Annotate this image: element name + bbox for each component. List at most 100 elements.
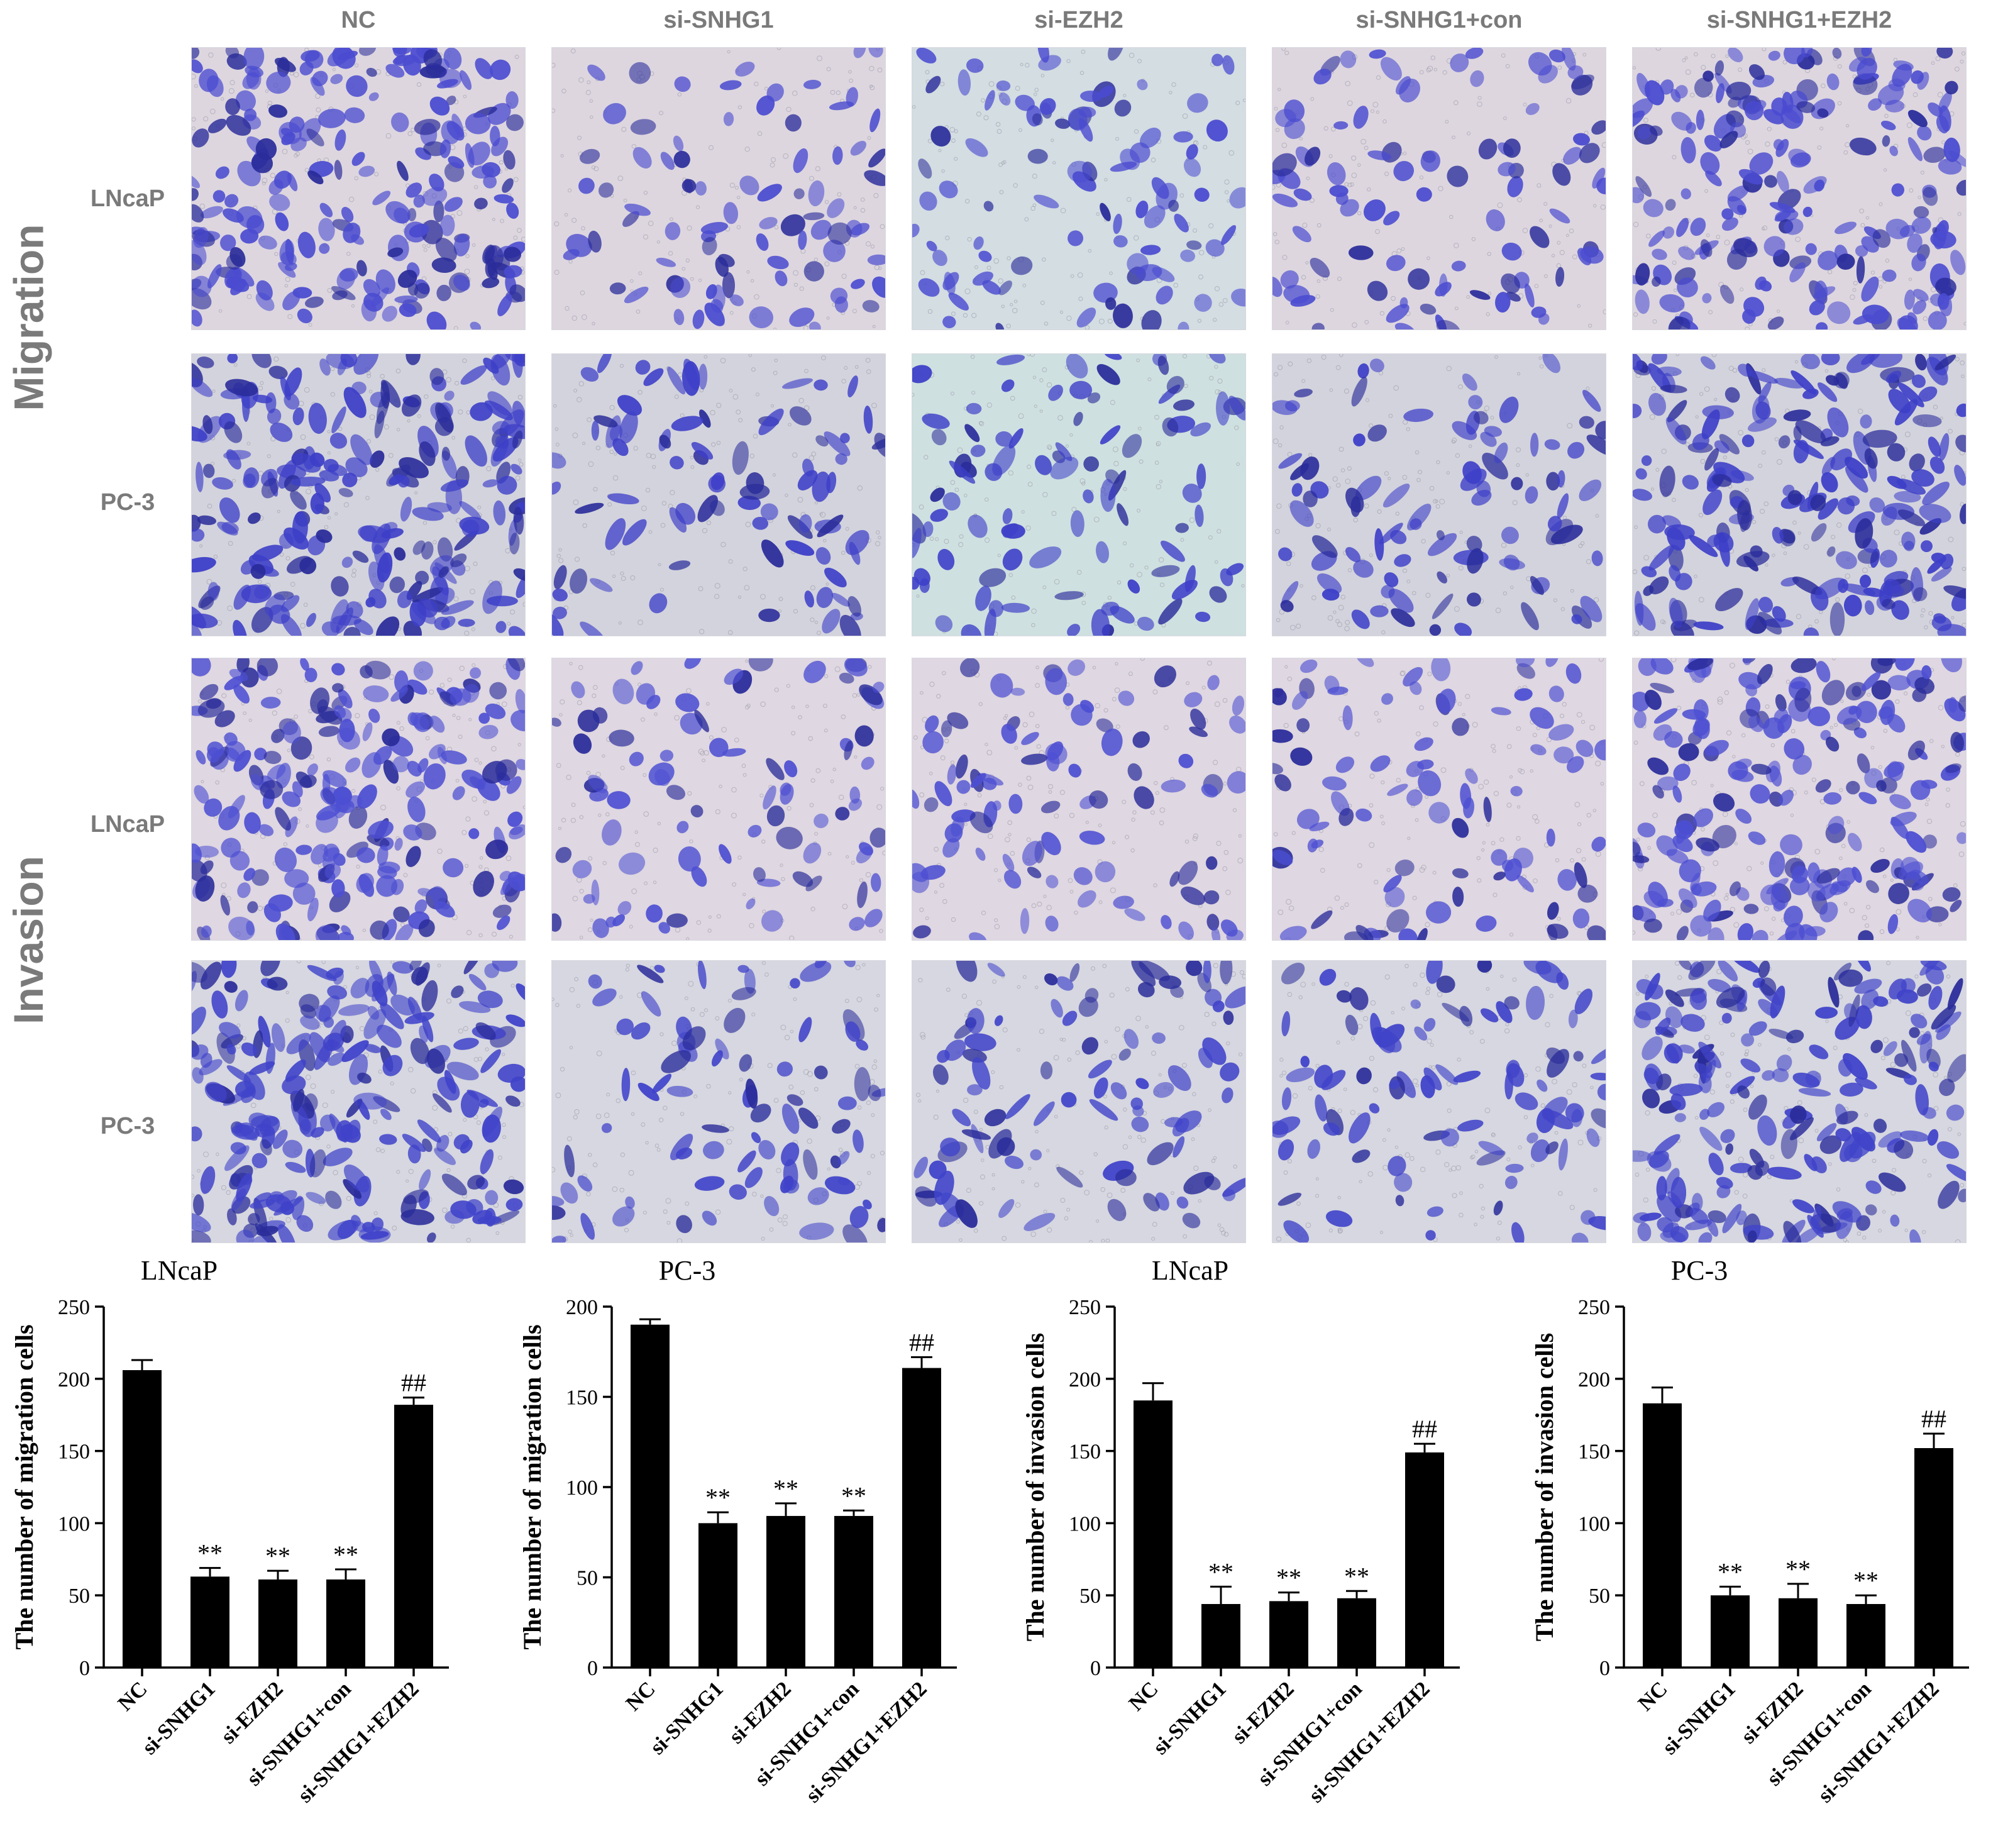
y-tick-label: 50 xyxy=(577,1567,598,1590)
bar-nc xyxy=(631,1324,670,1668)
y-tick-label: 50 xyxy=(1589,1585,1610,1608)
significance-marker: ** xyxy=(705,1483,731,1512)
x-tick-label: si-SNHG1 xyxy=(1658,1677,1740,1759)
row-label-migration-lncap: LNcaP xyxy=(90,185,165,212)
bar-nc xyxy=(1134,1400,1173,1668)
column-header-si-snhg1-con: si-SNHG1+con xyxy=(1355,7,1523,33)
significance-marker: ** xyxy=(1718,1558,1743,1586)
section-label-migration: Migration xyxy=(5,224,52,411)
y-tick-label: 200 xyxy=(566,1296,598,1319)
chart-title: LNcaP xyxy=(141,1255,218,1286)
x-tick-label: NC xyxy=(114,1677,152,1715)
x-tick-label: si-SNHG1 xyxy=(138,1677,219,1759)
micrograph-invasion-pc3-4 xyxy=(1272,961,1606,1242)
significance-marker: ** xyxy=(773,1475,798,1503)
chart-migration-lncap: LNcaP The number of migration cells 0 50 100… xyxy=(13,1255,449,1807)
x-tick-label: si-SNHG1+EZH2 xyxy=(802,1677,932,1807)
micrograph-invasion-pc3-3 xyxy=(912,961,1245,1242)
micrograph-migration-lncap-4 xyxy=(1272,48,1606,329)
x-tick-label: si-EZH2 xyxy=(725,1677,796,1748)
y-tick-label: 200 xyxy=(58,1368,90,1392)
bar-si-snhg1 xyxy=(1711,1595,1750,1668)
row-label-invasion-pc3: PC-3 xyxy=(100,1113,155,1139)
y-axis-label: The number of invasion cells xyxy=(1533,1333,1559,1641)
significance-marker: ** xyxy=(1344,1562,1369,1590)
bar-si-snhg1 xyxy=(1201,1603,1240,1668)
y-axis-label: The number of migration cells xyxy=(13,1324,38,1649)
bar-si-snhg1-con xyxy=(326,1579,365,1668)
significance-marker: ## xyxy=(401,1369,426,1397)
y-tick-label: 150 xyxy=(566,1386,598,1410)
y-tick-label: 200 xyxy=(1069,1368,1101,1392)
chart-invasion-lncap: LNcaP The number of invasion cells 0 50 100 1… xyxy=(1024,1255,1460,1807)
chart-title: PC-3 xyxy=(659,1255,715,1286)
micrograph-migration-pc3-4 xyxy=(1272,354,1606,636)
bar-si-snhg1 xyxy=(698,1523,737,1668)
micrograph-migration-lncap-2 xyxy=(552,48,885,329)
y-tick-label: 100 xyxy=(566,1476,598,1500)
micrograph-invasion-pc3-2 xyxy=(552,961,885,1242)
x-tick-label: si-SNHG1 xyxy=(1149,1677,1230,1759)
significance-marker: ** xyxy=(841,1481,866,1510)
x-tick-label: si-SNHG1+EZH2 xyxy=(1814,1677,1944,1807)
bar-si-snhg1-ezh2 xyxy=(394,1405,433,1668)
row-label-migration-pc3: PC-3 xyxy=(100,489,155,516)
bar-si-snhg1 xyxy=(190,1576,229,1668)
y-tick-label: 0 xyxy=(1090,1657,1101,1680)
bar-nc xyxy=(1643,1403,1682,1668)
y-tick-label: 150 xyxy=(1578,1441,1610,1464)
bar-si-snhg1-con xyxy=(1337,1598,1376,1668)
y-tick-label: 0 xyxy=(587,1657,598,1680)
micrograph-migration-lncap-3 xyxy=(912,48,1245,329)
bar-nc xyxy=(123,1370,162,1668)
y-tick-label: 100 xyxy=(58,1512,90,1535)
chart-title: LNcaP xyxy=(1152,1255,1228,1286)
significance-marker: ** xyxy=(1785,1555,1811,1583)
column-header-si-snhg1: si-SNHG1 xyxy=(663,7,774,33)
y-tick-label: 250 xyxy=(1578,1296,1610,1319)
chart-invasion-pc3: PC-3 The number of invasion cells 0 50 100 15… xyxy=(1533,1255,1969,1807)
significance-marker: ** xyxy=(265,1542,290,1570)
y-tick-label: 100 xyxy=(1069,1512,1101,1535)
y-tick-label: 200 xyxy=(1578,1368,1610,1392)
significance-marker: ## xyxy=(1412,1415,1437,1443)
micrograph-migration-lncap-1 xyxy=(192,48,525,329)
column-header-si-ezh2: si-EZH2 xyxy=(1034,7,1123,33)
bar-si-ezh2 xyxy=(1269,1601,1308,1668)
micrograph-migration-pc3-3 xyxy=(912,354,1245,636)
y-tick-label: 150 xyxy=(1069,1441,1101,1464)
y-tick-label: 250 xyxy=(1069,1296,1101,1319)
column-header-nc: NC xyxy=(341,7,376,33)
bar-si-snhg1-con xyxy=(1846,1603,1885,1668)
significance-marker: ## xyxy=(909,1328,934,1356)
micrograph-invasion-lncap-1 xyxy=(192,658,525,940)
bar-si-ezh2 xyxy=(766,1515,805,1668)
micrograph-invasion-pc3-5 xyxy=(1633,961,1966,1242)
row-label-invasion-lncap: LNcaP xyxy=(90,811,165,838)
y-tick-label: 0 xyxy=(79,1657,90,1680)
micrograph-invasion-lncap-5 xyxy=(1633,658,1966,940)
x-tick-label: NC xyxy=(622,1677,660,1715)
y-tick-label: 50 xyxy=(69,1585,90,1608)
micrograph-migration-lncap-5 xyxy=(1633,48,1966,329)
bar-si-ezh2 xyxy=(258,1579,297,1668)
significance-marker: ** xyxy=(333,1541,358,1569)
micrograph-migration-pc3-1 xyxy=(192,354,525,636)
y-tick-label: 50 xyxy=(1079,1585,1101,1608)
x-tick-label: si-EZH2 xyxy=(217,1677,288,1748)
micrograph-migration-pc3-5 xyxy=(1633,354,1966,636)
significance-marker: ** xyxy=(1276,1564,1301,1592)
significance-marker: ** xyxy=(1853,1566,1879,1595)
y-axis-label: The number of migration cells xyxy=(521,1324,546,1649)
x-tick-label: NC xyxy=(1125,1677,1163,1715)
y-tick-label: 100 xyxy=(1578,1512,1610,1535)
y-tick-label: 250 xyxy=(58,1296,90,1319)
x-tick-label: si-EZH2 xyxy=(1228,1677,1299,1748)
chart-migration-pc3: PC-3 The number of migration cells 0 50 100 1… xyxy=(521,1255,957,1807)
significance-marker: ** xyxy=(1208,1558,1233,1586)
bar-si-snhg1-ezh2 xyxy=(1405,1452,1444,1668)
micrograph-invasion-lncap-4 xyxy=(1272,658,1606,940)
micrograph-invasion-lncap-2 xyxy=(552,658,885,940)
y-tick-label: 150 xyxy=(58,1441,90,1464)
micrograph-invasion-pc3-1 xyxy=(192,961,525,1242)
